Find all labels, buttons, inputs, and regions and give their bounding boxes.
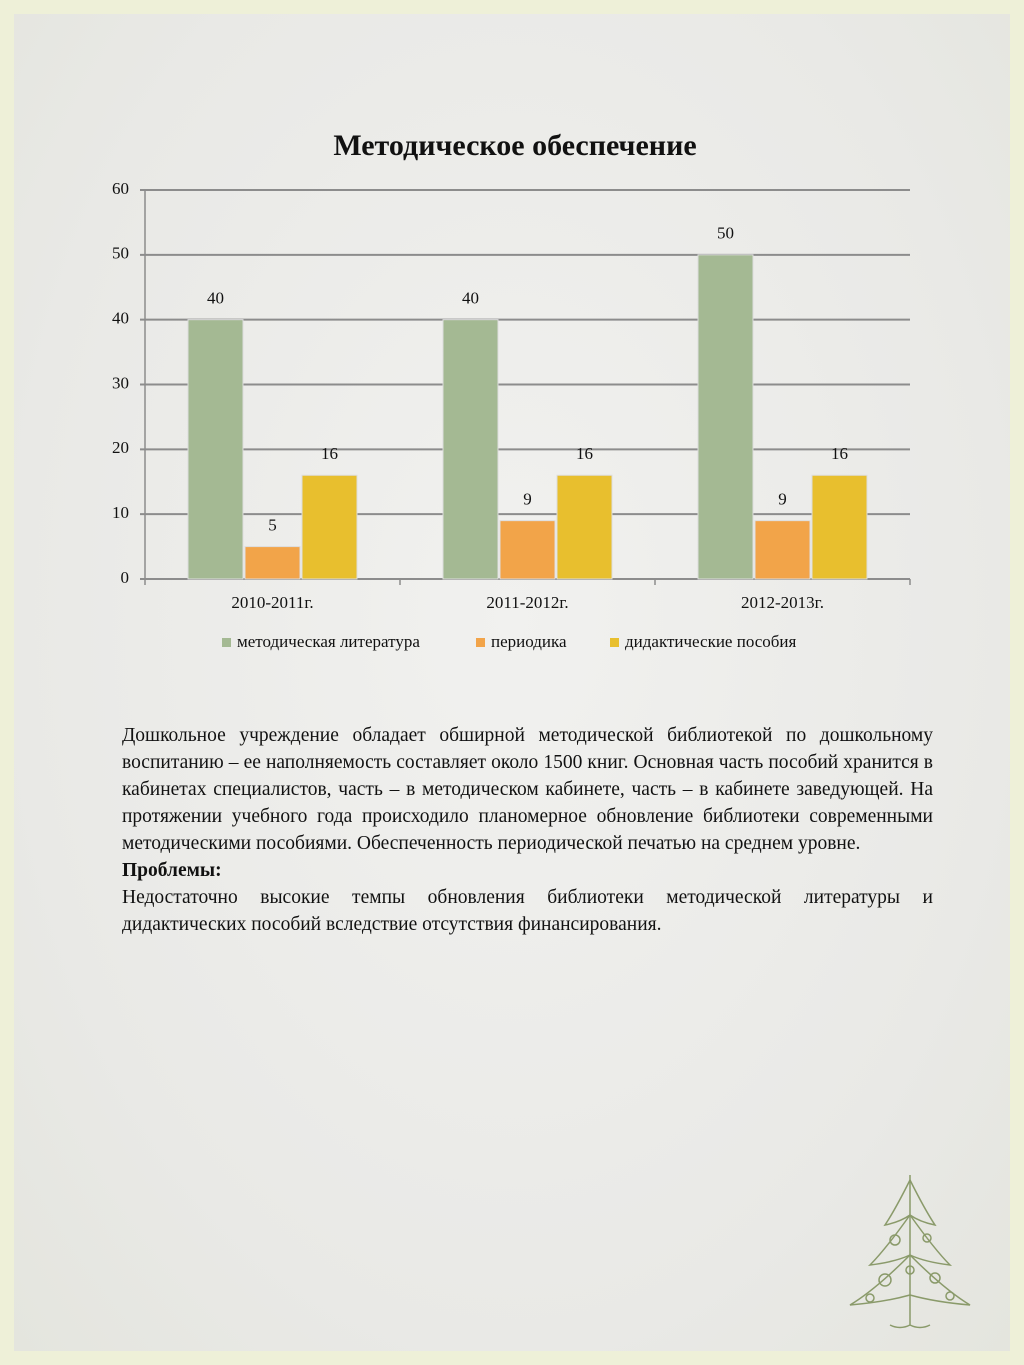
data-label: 16 <box>321 444 338 463</box>
data-label: 5 <box>268 515 277 534</box>
data-label: 40 <box>462 289 479 308</box>
bar <box>244 546 301 580</box>
tree-ornament <box>849 1175 971 1329</box>
legend-swatch <box>222 638 231 647</box>
paragraph: Дошкольное учреждение обладает обширной … <box>122 725 933 854</box>
data-label: 40 <box>207 289 224 308</box>
x-tick-label: 2010-2011г. <box>231 593 313 612</box>
x-tick-label: 2012-2013г. <box>741 593 824 612</box>
bar <box>754 520 811 580</box>
heading: Проблемы: <box>122 860 222 881</box>
chart: Методическое обеспечение 0 10 20 30 40 50 60 20… <box>112 129 911 651</box>
bar <box>697 254 754 580</box>
y-tick-label: 0 <box>121 568 130 587</box>
legend-swatch <box>476 638 485 647</box>
bar <box>811 474 868 580</box>
legend-label: методическая литература <box>237 632 420 651</box>
bar <box>499 520 556 580</box>
data-label: 16 <box>576 444 593 463</box>
chart-title: Методическое обеспечение <box>333 129 696 162</box>
y-tick-label: 20 <box>112 438 129 457</box>
bar <box>556 474 613 580</box>
y-tick-label: 50 <box>112 244 129 263</box>
sheet <box>14 14 1010 1351</box>
legend-swatch <box>610 638 619 647</box>
y-tick-label: 40 <box>112 309 129 328</box>
bar <box>301 474 358 580</box>
x-tick-label: 2011-2012г. <box>486 593 568 612</box>
y-tick-label: 30 <box>112 373 129 392</box>
document-text: Дошкольное учреждение обладает обширной … <box>122 722 933 938</box>
data-label: 50 <box>717 224 734 243</box>
data-label: 9 <box>523 490 532 509</box>
data-label: 9 <box>778 490 787 509</box>
data-label: 16 <box>831 444 848 463</box>
legend-label: периодика <box>491 632 567 651</box>
bar <box>187 319 244 580</box>
y-tick-label: 10 <box>112 503 129 522</box>
bar <box>442 319 499 580</box>
legend-label: дидактические пособия <box>625 632 797 651</box>
y-tick-label: 60 <box>112 179 129 198</box>
paragraph: Недостаточно высокие темпы обновления би… <box>122 887 933 935</box>
